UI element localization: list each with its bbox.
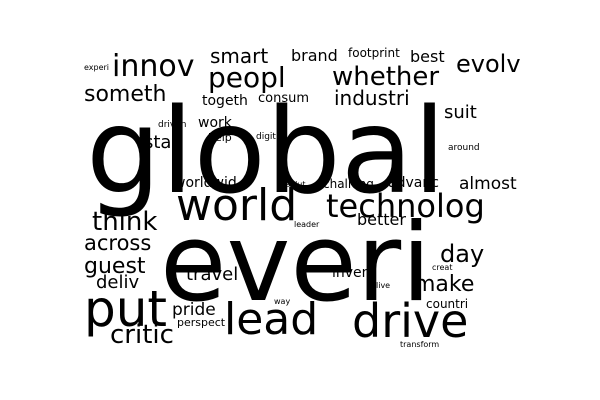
- word-solut: solut: [286, 180, 306, 189]
- word-driven: driven: [158, 120, 187, 130]
- word-global: global: [86, 82, 446, 220]
- word-better: better: [357, 210, 406, 229]
- word-almost: almost: [459, 174, 517, 194]
- word-way: way: [274, 297, 291, 306]
- word-critic: critic: [110, 320, 174, 350]
- word-live: live: [376, 281, 391, 290]
- word-footprint: footprint: [348, 46, 400, 60]
- word-drive: drive: [352, 294, 469, 348]
- word-countri: countri: [426, 297, 469, 311]
- word-think: think: [92, 207, 158, 237]
- word-deliv: deliv: [96, 272, 140, 293]
- word-put: put: [84, 280, 168, 338]
- word-whether: whether: [332, 62, 440, 92]
- word-invent: invent: [332, 265, 377, 281]
- word-digit: digit: [256, 132, 276, 142]
- word-advanc: advanc: [388, 175, 439, 191]
- word-pride: pride: [172, 300, 216, 320]
- word-lead: lead: [224, 294, 319, 345]
- word-evolv: evolv: [456, 50, 521, 78]
- word-togeth: togeth: [202, 93, 248, 109]
- word-challeng: challeng: [323, 177, 374, 191]
- word-travel: travel: [186, 264, 239, 285]
- word-consum: consum: [258, 91, 310, 106]
- word-industri: industri: [334, 86, 410, 110]
- word-perspect: perspect: [177, 316, 226, 329]
- word-across: across: [84, 231, 152, 255]
- word-suit: suit: [444, 102, 477, 123]
- word-worldwid: worldwid: [174, 175, 237, 191]
- word-someth: someth: [84, 82, 167, 107]
- word-transform: transform: [400, 340, 440, 349]
- word-leader: leader: [294, 220, 320, 229]
- word-guest: guest: [84, 254, 146, 279]
- word-stay: stay: [144, 132, 183, 153]
- word-world: world: [176, 180, 298, 231]
- word-around: around: [448, 143, 480, 153]
- word-everi: everi: [160, 201, 432, 326]
- word-work: work: [198, 115, 232, 131]
- word-best: best: [410, 47, 445, 66]
- word-experi: experi: [84, 63, 110, 72]
- word-technolog: technolog: [326, 187, 485, 225]
- word-creat: creat: [432, 263, 453, 272]
- word-brand: brand: [291, 46, 338, 65]
- word-help: help: [208, 131, 232, 144]
- word-make: make: [414, 272, 475, 297]
- word-innov: innov: [112, 49, 195, 84]
- word-smart: smart: [210, 44, 269, 68]
- word-day: day: [440, 240, 485, 268]
- word-peopl: peopl: [208, 61, 286, 94]
